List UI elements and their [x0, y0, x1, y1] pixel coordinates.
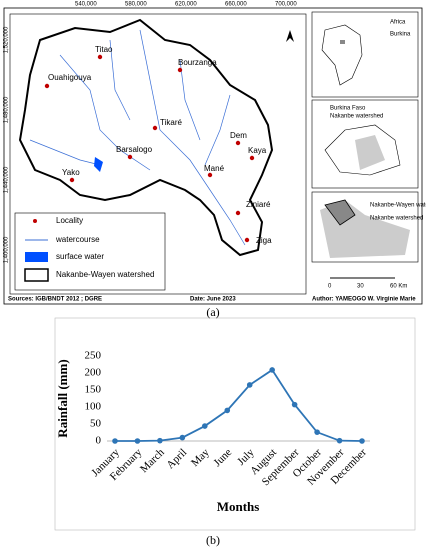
locality	[235, 210, 241, 216]
label: 660,000	[225, 2, 247, 8]
point	[314, 429, 320, 435]
label: Nakanbe watershed	[330, 114, 383, 120]
label: surface water	[56, 252, 104, 261]
label: Date: June 2023	[190, 297, 236, 303]
locality	[177, 67, 183, 73]
label: April	[164, 446, 189, 471]
label: 1,520,000	[4, 26, 10, 53]
locality	[97, 54, 103, 60]
label: 250	[85, 350, 102, 362]
label: Dem	[230, 131, 247, 140]
label: 200	[85, 367, 102, 379]
label: June	[211, 446, 234, 469]
point	[134, 438, 141, 444]
label: Months	[217, 499, 260, 514]
label: Rainfall (mm)	[55, 359, 70, 437]
label: 150	[85, 384, 102, 396]
nakanbe-shape	[355, 135, 385, 170]
burkina-outline	[324, 124, 401, 176]
locality	[249, 155, 255, 161]
rainfall-line	[115, 368, 363, 442]
point	[269, 367, 275, 373]
label: Ouahigouya	[48, 73, 92, 82]
label: 620,000	[175, 2, 197, 8]
point	[179, 434, 186, 441]
label: Nakanbe-Wayen watershed	[56, 270, 154, 279]
label: 60 Km	[390, 284, 407, 290]
label: Ziga	[256, 236, 272, 245]
label: 700,000	[275, 2, 297, 8]
label: 1,400,000	[4, 236, 10, 263]
burkina-shape	[340, 40, 345, 44]
point	[336, 437, 343, 444]
label: Yako	[62, 168, 80, 177]
legend-symbol	[24, 268, 49, 282]
map-frame	[3, 7, 423, 305]
label: Africa	[390, 20, 406, 26]
north-arrow	[286, 30, 294, 42]
watershed	[18, 18, 274, 257]
point	[291, 401, 298, 408]
point	[112, 438, 118, 444]
watercourses	[29, 29, 246, 246]
label: Kaya	[248, 146, 267, 155]
label: May	[189, 446, 212, 469]
point	[359, 438, 365, 444]
label: 0	[96, 435, 102, 447]
label: Nakanbe watershed	[370, 216, 423, 222]
locality	[127, 154, 133, 160]
label: Burkina	[390, 32, 411, 38]
label: 1,480,000	[4, 96, 10, 123]
legend-box	[14, 212, 166, 291]
label: 1,440,000	[4, 166, 10, 193]
locality	[235, 140, 241, 146]
label: 0	[328, 284, 332, 290]
legend-symbol	[33, 219, 37, 223]
label: (b)	[206, 533, 220, 547]
label: Mané	[204, 164, 225, 173]
legend-symbol	[25, 252, 48, 262]
locality	[44, 83, 50, 89]
label: Nakanbe-Wayen watershed	[370, 203, 426, 209]
label: Barsalogo	[116, 145, 153, 154]
label: Ziniaré	[246, 200, 271, 209]
point	[224, 407, 231, 414]
label: (a)	[206, 305, 219, 319]
label: 540,000	[75, 2, 97, 8]
point	[202, 423, 208, 429]
label: Tikaré	[160, 118, 182, 127]
africa-shape	[321, 24, 363, 86]
locality	[152, 125, 158, 131]
locality	[207, 172, 213, 178]
point	[246, 382, 253, 388]
chart-frame	[54, 317, 416, 531]
label: Author: YAMEOGO W. Virginie Marie	[312, 297, 416, 303]
inset-africa	[311, 11, 419, 98]
main-map-frame	[9, 13, 307, 295]
point	[157, 437, 163, 444]
label: Sources: IGB/BNDT 2012 ; DGRE	[8, 297, 102, 303]
label: Titao	[95, 45, 113, 54]
label: watercourse	[55, 235, 100, 244]
label: March	[138, 446, 167, 475]
locality	[69, 177, 75, 183]
label: Burkina Faso	[330, 106, 366, 112]
label: 30	[357, 284, 364, 290]
label: 50	[90, 418, 102, 430]
label: Bourzanga	[178, 58, 217, 67]
locality	[244, 237, 250, 243]
label: 100	[85, 401, 102, 413]
inset-burkina	[311, 99, 419, 189]
nakanbe-wayen-shape	[324, 199, 356, 226]
surface-water	[94, 157, 103, 172]
label: Locality	[56, 216, 83, 225]
label: 580,000	[125, 2, 147, 8]
